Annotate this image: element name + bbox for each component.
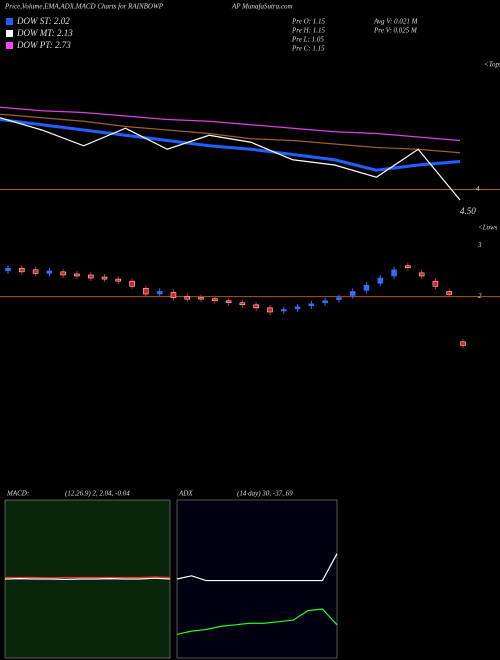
candle-body [115,278,122,282]
legend-swatch [6,30,13,37]
info: Pre O: 1.15 [291,18,325,26]
legend-swatch [6,42,13,49]
candle-body [5,268,11,272]
series-line [176,608,338,635]
annotation: <Tops [484,61,500,69]
series-line [0,106,461,142]
annotation: 4.50 [460,206,476,216]
panel-title: MACD: [6,490,29,498]
candle-body [294,306,301,310]
candle-body [377,277,384,284]
legend-label: DOW ST: 2.02 [16,16,70,26]
candle-body [46,270,53,274]
info: Avg V: 0.021 M [373,18,419,26]
y-tick-label: 3 [477,241,482,249]
candle-body [349,291,356,296]
candle-body [143,288,149,295]
series-line [0,117,461,201]
candle-body [239,302,246,306]
candle-body [212,298,218,301]
candle-body [19,268,25,273]
candle-body [198,297,204,300]
candle-body [322,300,328,303]
info: Pre L: 1.05 [291,36,324,44]
candle-body [391,269,397,277]
info: Pre C: 1.15 [291,45,325,53]
series-line [0,113,461,154]
series-line [0,118,461,172]
title: Price,Volume,EMA,ADX,MACD Charts for RAI… [4,3,164,11]
candle-body [184,296,190,300]
candle-body [101,276,108,280]
series-line [4,577,171,580]
candle-body [253,304,259,309]
candle-body [418,272,425,277]
candle-body [405,265,411,269]
info: Pre V: 0.025 M [373,27,418,35]
candle-body [74,273,80,277]
panel-bg [176,499,338,659]
y-tick-label: 2 [478,292,482,300]
candle-body [432,280,439,287]
candle-body [60,271,66,276]
candle-body [87,274,94,279]
panel-title: ADX [178,490,193,498]
candle-body [32,269,39,274]
candle-body [281,309,287,312]
candle-body [336,297,342,300]
candle-body [170,292,177,298]
annotation: <Lows [478,224,498,232]
legend-label: DOW MT: 2.13 [16,28,73,38]
candle-body [460,341,466,346]
info: Pre H: 1.15 [291,27,325,35]
candle-body [363,285,370,291]
series-line [5,576,171,579]
legend-swatch [6,18,13,25]
candle-body [446,291,452,295]
candle-body [156,291,163,295]
panel-subtitle: (14 day) 30, -37, 69 [237,490,293,498]
panel-subtitle: (12,26,9) 2, 2.04, -0.04 [65,490,130,498]
legend-label: DOW PT: 2.73 [16,40,71,50]
candle-body [267,307,273,313]
candle-body [129,280,135,287]
site: AP MunafaSutra.com [231,3,293,11]
candle-body [225,300,232,303]
annotation: 4 [476,185,480,193]
series-line [176,553,338,582]
candle-body [308,303,315,307]
